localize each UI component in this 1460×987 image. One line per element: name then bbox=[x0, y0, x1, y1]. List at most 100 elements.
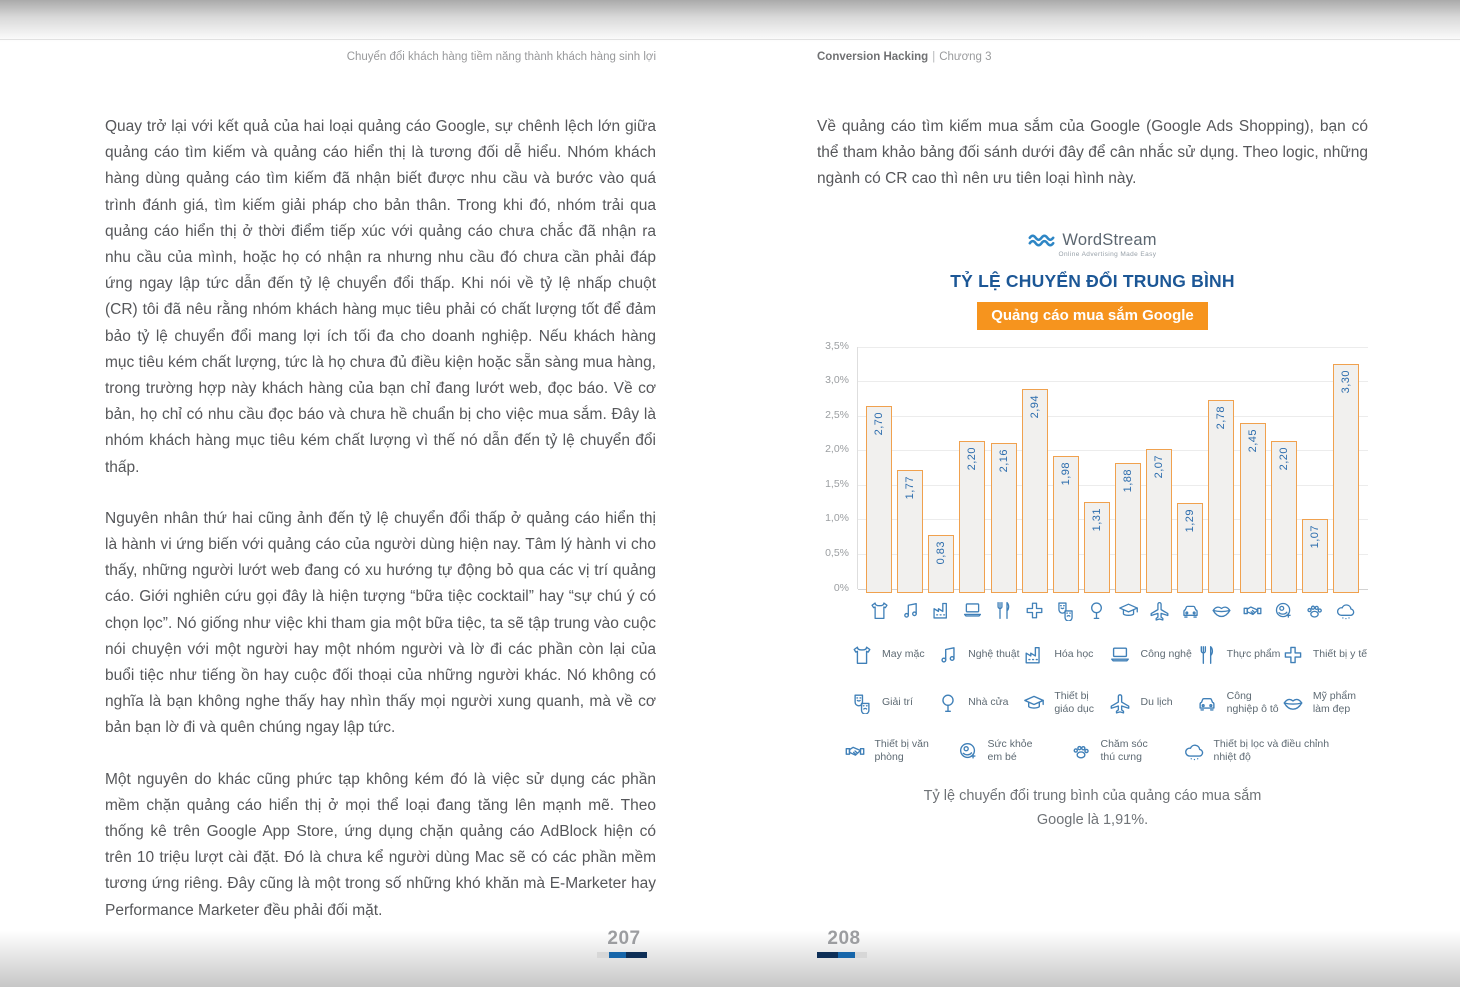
paragraph: Một nguyên do khác cũng phức tạp không k… bbox=[105, 770, 656, 919]
running-header-left: Chuyển đổi khách hàng tiềm năng thành kh… bbox=[346, 51, 656, 63]
medical-cross-icon bbox=[1282, 644, 1304, 666]
legend-item: Thiết bị văn phòng bbox=[844, 731, 933, 771]
bar-column: 1,98 bbox=[1052, 347, 1079, 623]
legend-label: Thiết bị lọc và điều chỉnh nhiệt độ bbox=[1213, 737, 1330, 763]
bar: 2,20 bbox=[959, 440, 986, 593]
y-axis-tick: 3,0% bbox=[825, 374, 849, 387]
paw-icon bbox=[1070, 740, 1092, 762]
paragraph: Quay trở lại với kết quả của hai loại qu… bbox=[105, 118, 656, 476]
baby-icon bbox=[1273, 599, 1294, 623]
baby-icon bbox=[957, 740, 979, 762]
legend-item: Mỹ phẩm làm đẹp bbox=[1282, 683, 1368, 723]
ornament-segment bbox=[855, 952, 867, 958]
running-header-right: Conversion Hacking | Chương 3 bbox=[817, 51, 1368, 63]
bottom-edge-shadow bbox=[0, 931, 1460, 987]
bar-column: 1,07 bbox=[1301, 347, 1328, 623]
book-title: Conversion Hacking bbox=[817, 51, 929, 63]
utensils-icon bbox=[1196, 644, 1218, 666]
legend-item: Công nghiệp ô tô bbox=[1196, 683, 1282, 723]
legend-item: Sức khỏe em bé bbox=[957, 731, 1046, 771]
bar: 2,07 bbox=[1146, 449, 1173, 593]
tree-icon bbox=[1086, 599, 1107, 623]
bar-value-label: 1,88 bbox=[1122, 468, 1134, 493]
top-edge-shadow bbox=[0, 0, 1460, 42]
bar-value-label: 2,20 bbox=[966, 446, 979, 470]
wordstream-logo: WordStream Online Advertising Made Easy bbox=[817, 231, 1368, 258]
bar-value-label: 1,98 bbox=[1059, 461, 1072, 486]
utensils-icon bbox=[993, 599, 1014, 623]
ornament-segment bbox=[597, 952, 609, 958]
ornament-segment bbox=[626, 952, 647, 958]
gridline bbox=[858, 346, 1368, 348]
legend-item: Giải trí bbox=[851, 683, 937, 723]
y-axis-tick: 1,5% bbox=[825, 477, 849, 490]
legend-row: Giải trí Nhà cửa Thiết bị giáo dục Du lịch C… bbox=[817, 683, 1368, 723]
bar-value-label: 2,70 bbox=[873, 411, 885, 436]
legend-item: May mặc bbox=[851, 635, 937, 675]
ornament-segment bbox=[817, 952, 838, 958]
bar-value-label: 2,20 bbox=[1277, 446, 1290, 470]
page-footer-right: 208 bbox=[817, 928, 871, 958]
bar: 1,77 bbox=[897, 470, 924, 593]
caption-line: Tỷ lệ chuyển đổi trung bình của quảng cá… bbox=[923, 787, 1262, 804]
airplane-icon bbox=[1149, 599, 1170, 623]
bar-value-label: 3,30 bbox=[1339, 370, 1352, 394]
bar-column: 2,07 bbox=[1146, 347, 1173, 623]
ornament-segment bbox=[838, 952, 855, 958]
gridline bbox=[858, 415, 1368, 417]
tree-icon bbox=[937, 692, 959, 714]
bar: 1,31 bbox=[1083, 502, 1110, 593]
bars: 2,70 1,77 0,83 2,20 2,16 2,94 1,98 1,31 1,88 2,07… bbox=[857, 347, 1368, 623]
legend-label: Chăm sóc thú cưng bbox=[1100, 737, 1148, 763]
paragraph: Nguyên nhân thứ hai cũng ảnh đến tỷ lệ c… bbox=[105, 509, 656, 737]
legend-row: Thiết bị văn phòng Sức khỏe em bé Chăm sóc… bbox=[817, 731, 1368, 771]
y-axis-tick: 1,0% bbox=[825, 512, 849, 525]
bar-value-label: 2,07 bbox=[1153, 455, 1166, 479]
bar-column: 1,29 bbox=[1177, 347, 1204, 623]
legend-item: Nghệ thuật bbox=[937, 635, 1023, 675]
bar: 2,20 bbox=[1270, 440, 1297, 593]
wave-logo-icon bbox=[1028, 233, 1055, 248]
header-separator: | bbox=[932, 51, 936, 63]
graduation-cap-icon bbox=[1118, 599, 1139, 623]
bar-value-label: 1,31 bbox=[1090, 508, 1103, 532]
laptop-icon bbox=[1109, 644, 1131, 666]
wordstream-tagline: Online Advertising Made Easy bbox=[1058, 250, 1157, 258]
bar-value-label: 0,83 bbox=[935, 541, 948, 565]
cloud-rain-icon bbox=[1335, 599, 1356, 623]
bar: 2,78 bbox=[1208, 400, 1235, 593]
paragraph: Về quảng cáo tìm kiếm mua sắm của Google… bbox=[817, 118, 1368, 188]
bar-value-label: 2,16 bbox=[997, 449, 1010, 473]
legend-item: Hóa học bbox=[1023, 635, 1109, 675]
y-axis: 3,5% 3,0% 2,5% 2,0% 1,5% 1,0% 0,5% 0% bbox=[817, 340, 849, 594]
legend-label: Hóa học bbox=[1054, 648, 1094, 661]
cloud-rain-icon bbox=[1183, 740, 1205, 762]
legend-row: May mặc Nghệ thuật Hóa học Công nghệ Thực ph… bbox=[817, 635, 1368, 675]
theater-masks-icon bbox=[1055, 599, 1076, 623]
bar-value-label: 2,45 bbox=[1246, 429, 1259, 453]
chart-subtitle-badge: Quảng cáo mua sắm Google bbox=[977, 301, 1208, 330]
car-icon bbox=[1180, 599, 1201, 623]
handshake-icon bbox=[1242, 599, 1263, 623]
bar-column: 1,77 bbox=[897, 347, 924, 623]
bar-column: 2,70 bbox=[866, 347, 892, 623]
page-number: 207 bbox=[607, 928, 641, 949]
chart-legend: May mặc Nghệ thuật Hóa học Công nghệ Thực ph… bbox=[817, 635, 1368, 771]
laptop-icon bbox=[962, 599, 983, 623]
bar-column: 2,45 bbox=[1239, 347, 1266, 623]
page-footer-left: 207 bbox=[597, 928, 651, 958]
page-number-ornament bbox=[597, 952, 651, 958]
bar-value-label: 2,78 bbox=[1215, 406, 1228, 430]
bar: 2,94 bbox=[1021, 389, 1048, 593]
music-note-icon bbox=[937, 644, 959, 666]
legend-item: Thiết bị giáo dục bbox=[1023, 683, 1109, 723]
bar-column: 2,20 bbox=[959, 347, 986, 623]
tshirt-icon bbox=[851, 644, 873, 666]
bar: 0,83 bbox=[928, 535, 955, 593]
legend-label: Mỹ phẩm làm đẹp bbox=[1312, 689, 1357, 715]
bar: 2,70 bbox=[866, 405, 892, 593]
y-axis-tick: 0% bbox=[833, 581, 849, 594]
bar-value-label: 1,07 bbox=[1308, 524, 1321, 549]
graduation-cap-icon bbox=[1023, 692, 1045, 714]
